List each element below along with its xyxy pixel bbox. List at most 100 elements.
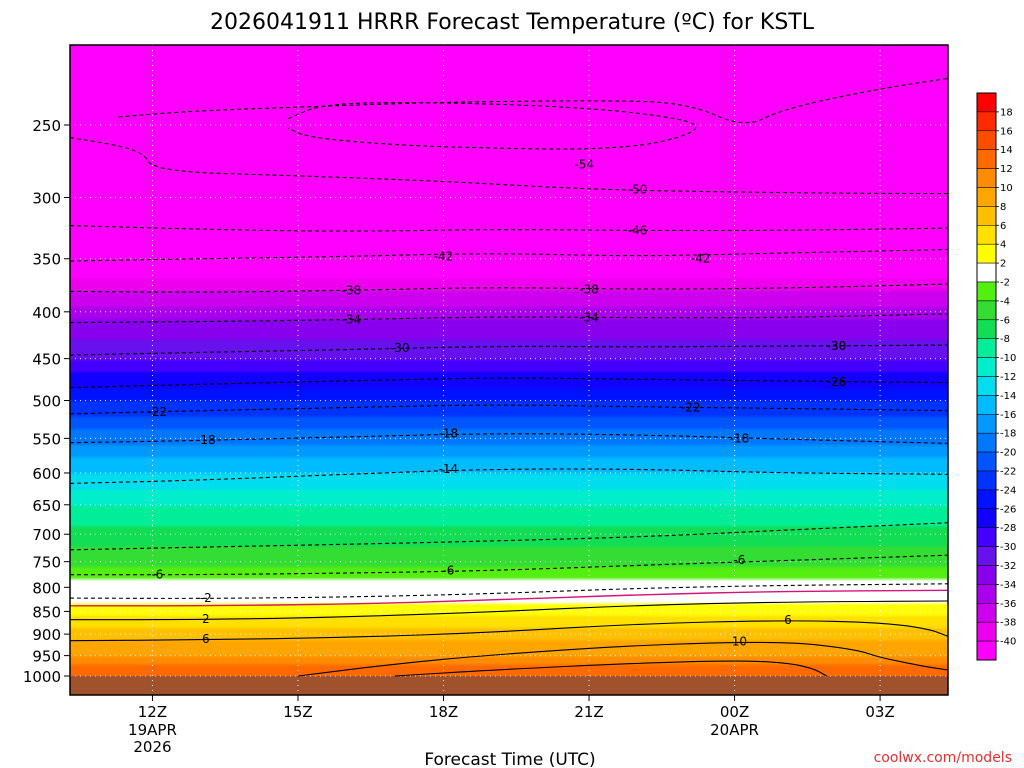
y-tick-label: 500 [32,393,61,411]
isotherm--42 [70,248,948,262]
x-tick-label: 03Z [865,703,894,721]
colorbar-swatch [976,187,997,207]
y-tick-label: 400 [32,304,61,322]
x-axis-label: Forecast Time (UTC) [424,750,595,768]
colorbar-label: 2 [1000,259,1006,270]
isotherm--46 [70,225,948,232]
isotherm--2 [70,583,948,599]
isotherm-label: -30 [827,339,847,353]
colorbar-swatch [976,92,997,113]
isotherm-label: -26 [827,375,847,389]
colorbar-label: -38 [1000,618,1016,629]
isotherm-label: -54 [574,157,594,171]
isotherm-label: -42 [434,249,454,263]
credit-text[interactable]: coolwx.com/models [874,750,1012,766]
colorbar-label: -20 [1000,448,1016,459]
y-tick-label: 800 [32,579,61,597]
colorbar-swatch [976,225,997,245]
isotherm--50 [70,136,948,195]
ground-surface [70,676,948,695]
colorbar-label: -2 [1000,278,1010,289]
x-tick-sublabel: 2026 [133,738,171,756]
colorbar-swatch [976,470,997,491]
colorbar-label: -8 [1000,334,1010,345]
colorbar-label: -22 [1000,467,1016,478]
isotherm-labels: -54-50-46-42 -42-38 -38-34 -34-30 -30-26-22-… [148,157,847,648]
isotherm-label: -34 [342,313,362,327]
y-tick-label: 900 [32,626,61,644]
colorbar-label: -4 [1000,296,1010,307]
isotherm--54 [288,102,697,150]
colorbar-swatch [976,565,997,585]
isotherm-label: -2 [200,591,212,605]
colorbar-label: -10 [1000,353,1016,364]
isotherm--14 [70,468,948,484]
colorbar-label: -18 [1000,429,1016,440]
colorbar: 18 16 14 12 10 8 6 4 2 -2 -4 -6 -8 -10 -12 -14 -16 -18 -20… [976,92,1016,661]
isotherm--34 [70,313,948,324]
isotherm-label: 6 [202,632,210,646]
isotherm-label: -6 [733,553,745,567]
y-tick-label: 600 [32,465,61,483]
colorbar-swatch [976,489,997,510]
x-tick-label: 12Z [138,703,167,721]
isotherm-label: -30 [390,341,410,355]
colorbar-swatch [976,357,997,377]
isotherm-label: -38 [342,283,362,297]
colorbar-swatch [976,508,997,528]
colorbar-label: 4 [1000,240,1006,251]
x-tick-sublabel: 19APR [128,721,177,739]
isotherm-label: 10 [732,635,747,649]
pressure-axis: 250 300 350 400 450 500 550 600 650 700 750 800 850 9… [23,117,70,686]
colorbar-swatch [976,395,997,415]
colorbar-label: 6 [1000,221,1006,232]
y-tick-label: 250 [32,117,61,135]
isotherm-10 [297,641,948,677]
isotherm-label: -34 [579,311,599,325]
isotherm-label: 2 [202,612,210,626]
isotherm--22 [70,404,948,415]
colorbar-label: 10 [1000,183,1013,194]
chart-title: 2026041911 HRRR Forecast Temperature (ºC… [210,10,815,35]
colorbar-label: 14 [1000,145,1013,156]
colorbar-label: 8 [1000,202,1006,213]
isotherm--30 [70,344,948,356]
colorbar-swatch [976,376,997,396]
x-tick-label: 15Z [283,703,312,721]
isotherm-2 [70,600,948,621]
colorbar-swatch [976,130,997,150]
plot-frame [69,44,949,696]
y-tick-label: 850 [32,603,61,621]
colorbar-label: -32 [1000,561,1016,572]
plot-area: -54-50-46-42 -42-38 -38-34 -34-30 -30-26-22-… [69,44,949,696]
isotherm--10 [70,522,948,551]
colorbar-label: 12 [1000,164,1013,175]
isotherm--6 [70,554,948,576]
colorbar-label: -14 [1000,391,1016,402]
y-tick-label: 1000 [23,668,61,686]
y-tick-label: 650 [32,497,61,515]
colorbar-label: 16 [1000,126,1013,137]
colorbar-swatch [976,243,997,264]
isotherm-0 [70,589,948,607]
isotherm--26 [70,377,948,389]
isotherm-label: -6 [442,564,454,578]
colorbar-swatch [976,527,997,547]
colorbar-swatch [976,206,997,226]
isotherm--18 [70,433,948,444]
colorbar-swatch [976,603,997,623]
temperature-field [70,45,948,695]
colorbar-swatch [976,432,997,453]
x-tick-label: 18Z [429,703,458,721]
isotherm-label: -18 [439,426,459,440]
colorbar-swatch [976,281,997,302]
x-tick-label: 21Z [574,703,603,721]
isotherm-label: -50 [628,182,648,196]
isotherm--38 [70,283,948,293]
isotherm-label: -42 [691,252,711,266]
isotherm--54 [118,77,948,124]
colorbar-swatch [976,414,997,434]
colorbar-swatch [976,111,997,132]
colorbar-label: -34 [1000,580,1016,591]
